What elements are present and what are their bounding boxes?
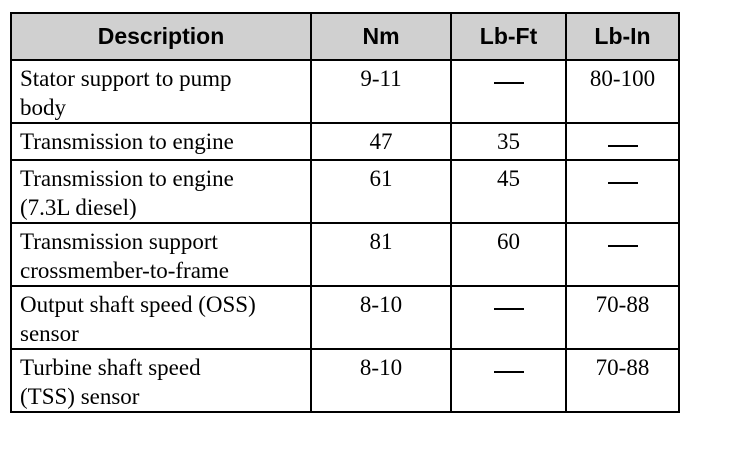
- lbft-cell: 35: [450, 122, 567, 161]
- lbft-cell: 60: [450, 222, 567, 287]
- em-dash: [493, 307, 524, 310]
- description-cell: Transmission support crossmember-to-fram…: [10, 222, 312, 287]
- em-dash: [607, 144, 638, 147]
- lbft-cell: [450, 59, 567, 124]
- description-cell: Output shaft speed (OSS) sensor: [10, 285, 312, 350]
- lbft-cell: 45: [450, 159, 567, 224]
- lbft-cell: [450, 348, 567, 413]
- description-line: Turbine shaft speed: [20, 355, 201, 380]
- header-row: Description Nm Lb-Ft Lb-In: [10, 12, 680, 61]
- description-line: Transmission to engine: [20, 166, 234, 191]
- description-cell: Transmission to engine: [10, 122, 312, 161]
- lbin-cell: [565, 122, 680, 161]
- header-description: Description: [10, 12, 312, 61]
- description-line: (7.3L diesel): [20, 195, 137, 220]
- description-line: body: [20, 95, 66, 120]
- em-dash: [493, 370, 524, 373]
- description-line: Stator support to pump: [20, 66, 232, 91]
- table-row: Transmission support crossmember-to-fram…: [10, 222, 680, 287]
- table-body: Stator support to pump body 9-11 80-100 …: [10, 59, 680, 413]
- header-nm: Nm: [310, 12, 452, 61]
- table-row: Output shaft speed (OSS) sensor 8-10 70-…: [10, 285, 680, 350]
- header-lbin: Lb-In: [565, 12, 680, 61]
- lbft-cell: [450, 285, 567, 350]
- description-line: (TSS) sensor: [20, 384, 140, 409]
- torque-spec-table: Description Nm Lb-Ft Lb-In Stator suppor…: [10, 12, 680, 413]
- nm-cell: 9-11: [310, 59, 452, 124]
- table-row: Turbine shaft speed (TSS) sensor 8-10 70…: [10, 348, 680, 413]
- nm-cell: 8-10: [310, 285, 452, 350]
- em-dash: [607, 244, 638, 247]
- description-line: Transmission support: [20, 229, 218, 254]
- table-row: Transmission to engine (7.3L diesel) 61 …: [10, 159, 680, 224]
- em-dash: [493, 81, 524, 84]
- description-cell: Stator support to pump body: [10, 59, 312, 124]
- nm-cell: 47: [310, 122, 452, 161]
- em-dash: [607, 181, 638, 184]
- lbin-cell: [565, 222, 680, 287]
- nm-cell: 61: [310, 159, 452, 224]
- nm-cell: 8-10: [310, 348, 452, 413]
- description-cell: Turbine shaft speed (TSS) sensor: [10, 348, 312, 413]
- description-line: Output shaft speed (OSS): [20, 292, 256, 317]
- description-cell: Transmission to engine (7.3L diesel): [10, 159, 312, 224]
- lbin-cell: 80-100: [565, 59, 680, 124]
- lbin-cell: 70-88: [565, 348, 680, 413]
- lbin-cell: 70-88: [565, 285, 680, 350]
- header-lbft: Lb-Ft: [450, 12, 567, 61]
- description-line: crossmember-to-frame: [20, 258, 229, 283]
- description-line: Transmission to engine: [20, 129, 234, 154]
- description-line: sensor: [20, 321, 79, 346]
- table-row: Stator support to pump body 9-11 80-100: [10, 59, 680, 124]
- table-row: Transmission to engine 47 35: [10, 122, 680, 161]
- lbin-cell: [565, 159, 680, 224]
- nm-cell: 81: [310, 222, 452, 287]
